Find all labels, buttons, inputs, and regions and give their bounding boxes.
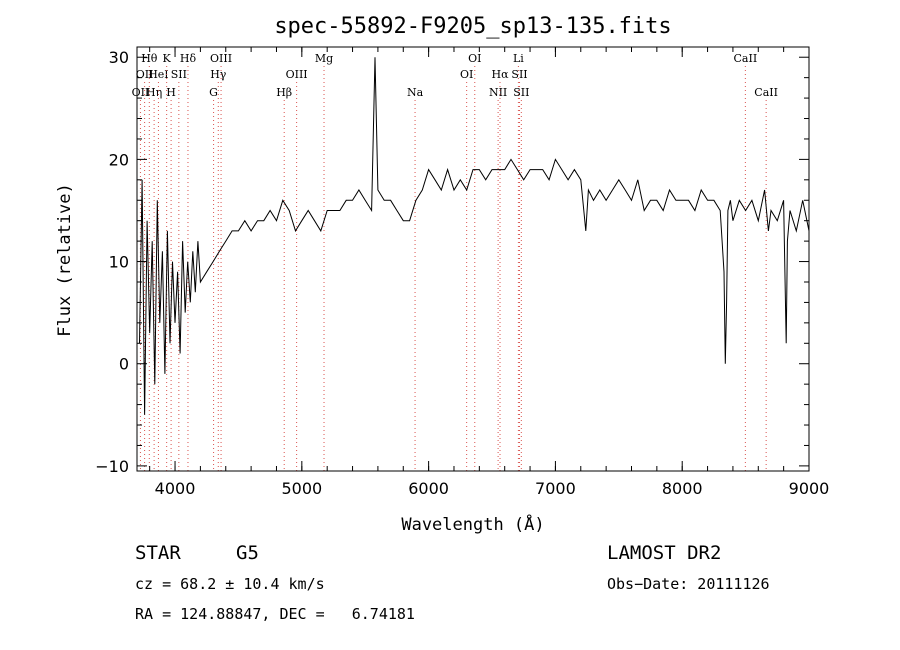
line-label-6: H [166,86,176,99]
line-label-21: SII [511,68,527,81]
redshift-velocity: cz = 68.2 ± 10.4 km/s [135,575,325,593]
line-label-0: OII [132,86,150,99]
line-label-20: Li [513,52,524,65]
survey-name: LAMOST DR2 [607,542,722,564]
coordinates: RA = 124.88847, DEC = 6.74181 [135,605,415,623]
y-tick-label-1: 20 [109,150,129,169]
y-axis-label: Flux (relative) [55,183,75,337]
line-label-7: SII [171,68,187,81]
line-label-2: Hθ [141,52,158,65]
line-label-3: Hη [146,86,162,99]
line-label-11: OIII [210,52,232,65]
line-label-22: SII [513,86,529,99]
line-label-18: NII [489,86,507,99]
line-label-9: G [209,86,218,99]
x-tick-label-3: 7000 [535,479,576,498]
x-tick-label-2: 6000 [408,479,449,498]
line-label-14: Mg [315,52,333,65]
chart-title: spec-55892-F9205_sp13-135.fits [274,14,671,39]
object-class: STAR [135,542,181,564]
line-label-12: Hβ [276,86,292,99]
line-label-23: CaII [734,52,758,65]
line-label-8: Hδ [180,52,197,65]
spectrum-chart: spec-55892-F9205_sp13-135.fits Flux (rel… [55,14,830,535]
y-tick-label-4: −10 [95,457,129,476]
y-tick-label-3: 0 [119,355,129,374]
x-tick-label-1: 5000 [281,479,322,498]
x-tick-label-0: 4000 [155,479,196,498]
x-tick-label-4: 8000 [662,479,703,498]
line-label-19: Hα [491,68,509,81]
y-tick-label-0: 30 [109,48,129,67]
line-label-13: OIII [286,68,308,81]
plot-frame [136,46,810,472]
observation-date: Obs−Date: 20111126 [607,575,770,593]
line-label-16: OI [460,68,473,81]
subclass: G5 [236,542,259,564]
line-label-15: Na [407,86,424,99]
line-label-24: CaII [754,86,778,99]
spectrum-line [139,57,810,415]
line-label-10: Hγ [210,68,227,81]
line-label-5: K [163,52,172,65]
x-tick-label-5: 9000 [789,479,830,498]
line-label-17: OI [468,52,481,65]
y-tick-label-2: 10 [109,253,129,272]
line-label-4: HeI [148,68,168,81]
x-axis-label: Wavelength (Å) [401,513,544,535]
